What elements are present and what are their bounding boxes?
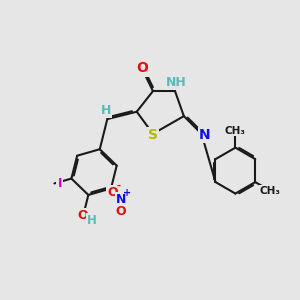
Text: -: - bbox=[117, 181, 121, 191]
Text: +: + bbox=[123, 188, 131, 198]
Text: O: O bbox=[107, 186, 118, 199]
Text: O: O bbox=[116, 205, 126, 218]
Text: I: I bbox=[58, 177, 62, 190]
Text: CH₃: CH₃ bbox=[225, 126, 246, 136]
Text: N: N bbox=[116, 193, 126, 206]
Text: N: N bbox=[199, 128, 210, 142]
Text: CH₃: CH₃ bbox=[260, 186, 280, 196]
Text: H: H bbox=[100, 104, 111, 117]
Text: O: O bbox=[77, 208, 88, 221]
Text: H: H bbox=[86, 214, 96, 227]
Text: O: O bbox=[137, 61, 148, 75]
Text: NH: NH bbox=[166, 76, 187, 89]
Text: S: S bbox=[148, 128, 158, 142]
